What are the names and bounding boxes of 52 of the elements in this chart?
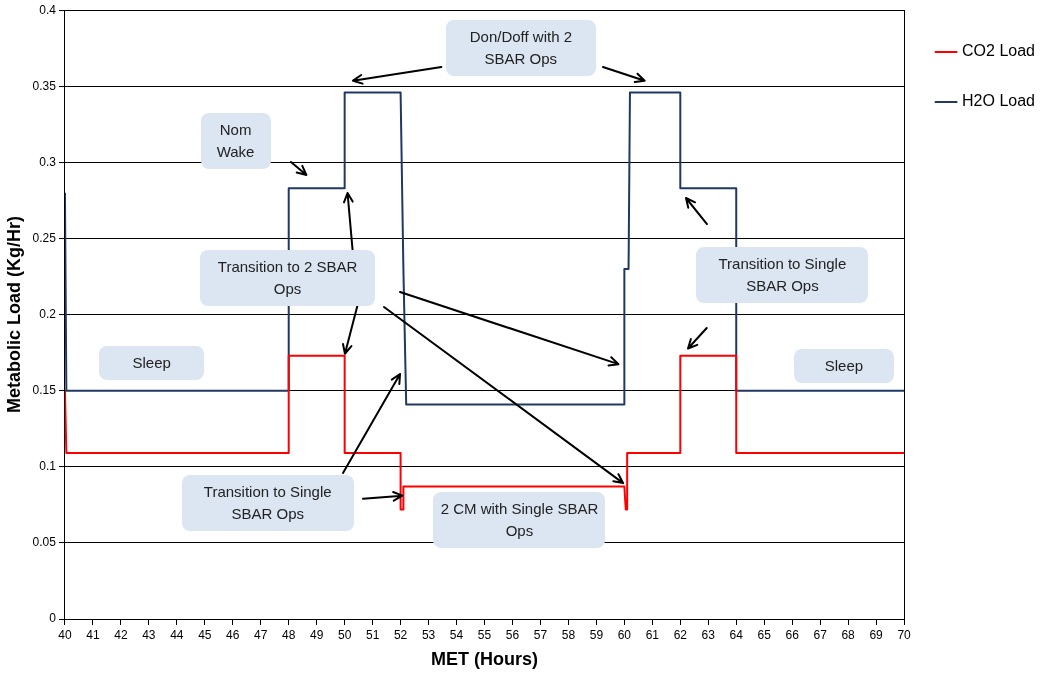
y-tick-label: 0.4 [39,2,57,17]
x-tick-label: 66 [785,627,800,642]
y-tick-label: 0.05 [32,535,57,550]
callout-box: Sleep [793,349,894,384]
x-tick-label: 56 [505,627,520,642]
y-tick-label: 0.35 [32,78,57,93]
x-tick-label: 69 [869,627,884,642]
y-tick-label: 0.2 [39,306,57,321]
x-tick-label: 50 [337,627,352,642]
callout-box: Transition to Single SBAR Ops [181,475,354,532]
x-tick-label: 46 [226,627,240,642]
x-tick-label: 41 [86,627,100,642]
x-tick-label: 44 [170,627,184,642]
x-tick-label: 70 [897,627,912,642]
y-tick-label: 0.3 [39,154,57,169]
x-tick-label: 62 [673,627,688,642]
x-tick-label: 53 [421,627,436,642]
x-tick-label: 52 [393,627,408,642]
callout-box: 2 CM with Single SBAR Ops [433,492,606,549]
x-tick-label: 48 [282,627,296,642]
x-tick-label: 42 [114,627,128,642]
callout-box: Transition to 2 SBAR Ops [200,250,376,307]
x-tick-label: 45 [198,627,212,642]
callout-box: Sleep [99,346,205,381]
x-tick-label: 40 [58,627,72,642]
x-tick-label: 60 [617,627,632,642]
x-tick-label: 58 [561,627,576,642]
y-tick-label: 0.1 [39,459,57,474]
x-tick-label: 63 [701,627,716,642]
x-tick-label: 64 [729,627,744,642]
y-tick-label: 0 [49,611,57,626]
legend-label: CO2 Load [962,42,1035,60]
x-tick-label: 61 [645,627,660,642]
y-tick-label: 0.15 [32,383,57,398]
legend-label: H2O Load [962,92,1035,110]
x-tick-label: 54 [449,627,464,642]
x-axis-title: MET (Hours) [431,649,539,670]
x-tick-label: 51 [365,627,380,642]
x-tick-label: 59 [589,627,604,642]
x-tick-label: 67 [813,627,828,642]
x-tick-label: 68 [841,627,856,642]
x-tick-label: 47 [254,627,268,642]
x-tick-label: 49 [310,627,324,642]
x-tick-label: 65 [757,627,772,642]
x-tick-label: 55 [477,627,492,642]
y-tick-label: 0.25 [32,230,57,245]
x-tick-label: 57 [533,627,548,642]
x-tick-label: 43 [142,627,156,642]
callout-box: Transition to Single SBAR Ops [696,247,869,303]
callout-box: Don/Doff with 2 SBAR Ops [445,20,596,77]
callout-box: Nom Wake [200,113,271,170]
y-axis-title: Metabolic Load (Kg/Hr) [3,216,24,414]
